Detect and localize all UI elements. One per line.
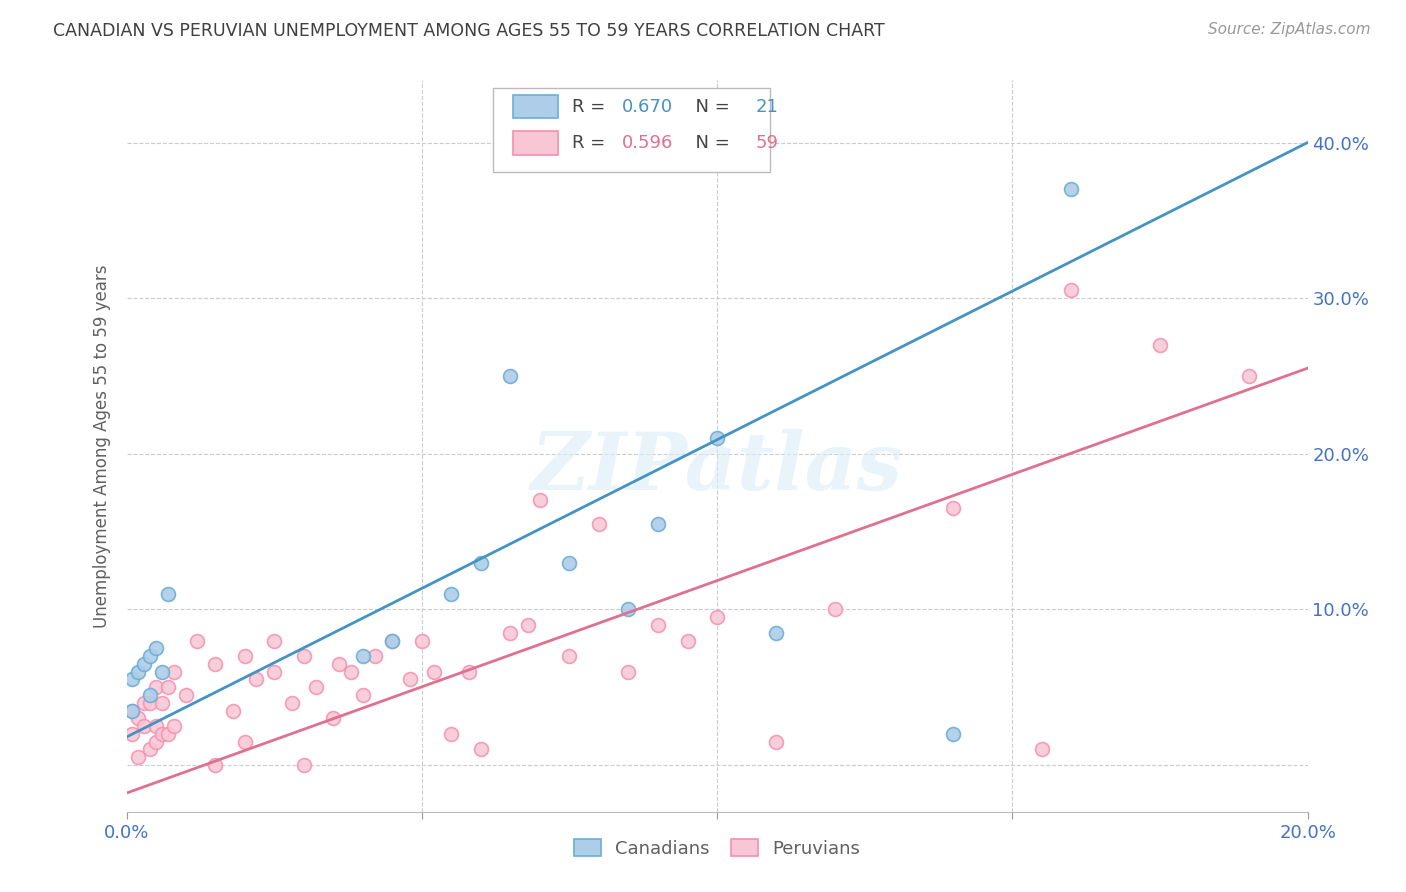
Point — [139, 696, 162, 710]
Point — [706, 610, 728, 624]
Point — [499, 368, 522, 383]
Text: Source: ZipAtlas.com: Source: ZipAtlas.com — [1208, 22, 1371, 37]
Point — [676, 633, 699, 648]
Point — [942, 501, 965, 516]
Point — [942, 727, 965, 741]
Point — [156, 727, 179, 741]
Point — [127, 665, 149, 679]
Point — [824, 602, 846, 616]
Point — [233, 734, 256, 748]
Point — [470, 742, 492, 756]
Point — [139, 742, 162, 756]
Text: 0.596: 0.596 — [621, 134, 672, 153]
Point — [121, 727, 143, 741]
Point — [558, 649, 581, 664]
Point — [121, 704, 143, 718]
Point — [245, 673, 267, 687]
Point — [222, 704, 245, 718]
Point — [765, 625, 787, 640]
Point — [134, 719, 156, 733]
Point — [340, 665, 363, 679]
Point — [150, 727, 173, 741]
Point — [204, 758, 226, 772]
Point — [765, 734, 787, 748]
Bar — [513, 131, 558, 155]
Point — [529, 493, 551, 508]
Point — [263, 665, 285, 679]
Point — [145, 680, 167, 694]
Point — [499, 625, 522, 640]
Point — [558, 556, 581, 570]
Point — [145, 641, 167, 656]
FancyBboxPatch shape — [492, 87, 770, 171]
Point — [281, 696, 304, 710]
Point — [127, 711, 149, 725]
Point — [352, 688, 374, 702]
Text: 21: 21 — [756, 97, 779, 116]
Point — [127, 750, 149, 764]
Point — [174, 688, 197, 702]
Point — [617, 665, 640, 679]
Text: 59: 59 — [756, 134, 779, 153]
Point — [163, 719, 186, 733]
Point — [156, 587, 179, 601]
Text: R =: R = — [572, 134, 610, 153]
Text: N =: N = — [683, 134, 735, 153]
Legend: Canadians, Peruvians: Canadians, Peruvians — [567, 831, 868, 865]
Text: R =: R = — [572, 97, 610, 116]
Point — [647, 618, 669, 632]
Point — [292, 758, 315, 772]
Point — [121, 673, 143, 687]
Point — [292, 649, 315, 664]
Point — [139, 688, 162, 702]
Point — [1060, 284, 1083, 298]
Point — [204, 657, 226, 671]
Point — [588, 516, 610, 531]
Text: 0.670: 0.670 — [621, 97, 672, 116]
Point — [1060, 182, 1083, 196]
Point — [363, 649, 385, 664]
Point — [263, 633, 285, 648]
Text: ZIPatlas: ZIPatlas — [531, 429, 903, 507]
Point — [617, 602, 640, 616]
Point — [706, 431, 728, 445]
Point — [1237, 368, 1260, 383]
Point — [134, 696, 156, 710]
Point — [233, 649, 256, 664]
Point — [145, 734, 167, 748]
Point — [647, 516, 669, 531]
Point — [139, 649, 162, 664]
Point — [121, 704, 143, 718]
Point — [186, 633, 208, 648]
Text: N =: N = — [683, 97, 735, 116]
Point — [399, 673, 422, 687]
Point — [134, 657, 156, 671]
Point — [304, 680, 326, 694]
Text: CANADIAN VS PERUVIAN UNEMPLOYMENT AMONG AGES 55 TO 59 YEARS CORRELATION CHART: CANADIAN VS PERUVIAN UNEMPLOYMENT AMONG … — [53, 22, 886, 40]
Point — [163, 665, 186, 679]
Point — [381, 633, 404, 648]
Point — [381, 633, 404, 648]
Point — [1149, 338, 1171, 352]
Point — [156, 680, 179, 694]
Point — [150, 665, 173, 679]
Point — [517, 618, 540, 632]
Point — [422, 665, 444, 679]
Point — [322, 711, 344, 725]
Bar — [513, 95, 558, 119]
Point — [458, 665, 481, 679]
Point — [411, 633, 433, 648]
Point — [352, 649, 374, 664]
Point — [470, 556, 492, 570]
Point — [328, 657, 350, 671]
Point — [150, 696, 173, 710]
Y-axis label: Unemployment Among Ages 55 to 59 years: Unemployment Among Ages 55 to 59 years — [93, 264, 111, 628]
Point — [440, 727, 463, 741]
Point — [145, 719, 167, 733]
Point — [440, 587, 463, 601]
Point — [1031, 742, 1053, 756]
